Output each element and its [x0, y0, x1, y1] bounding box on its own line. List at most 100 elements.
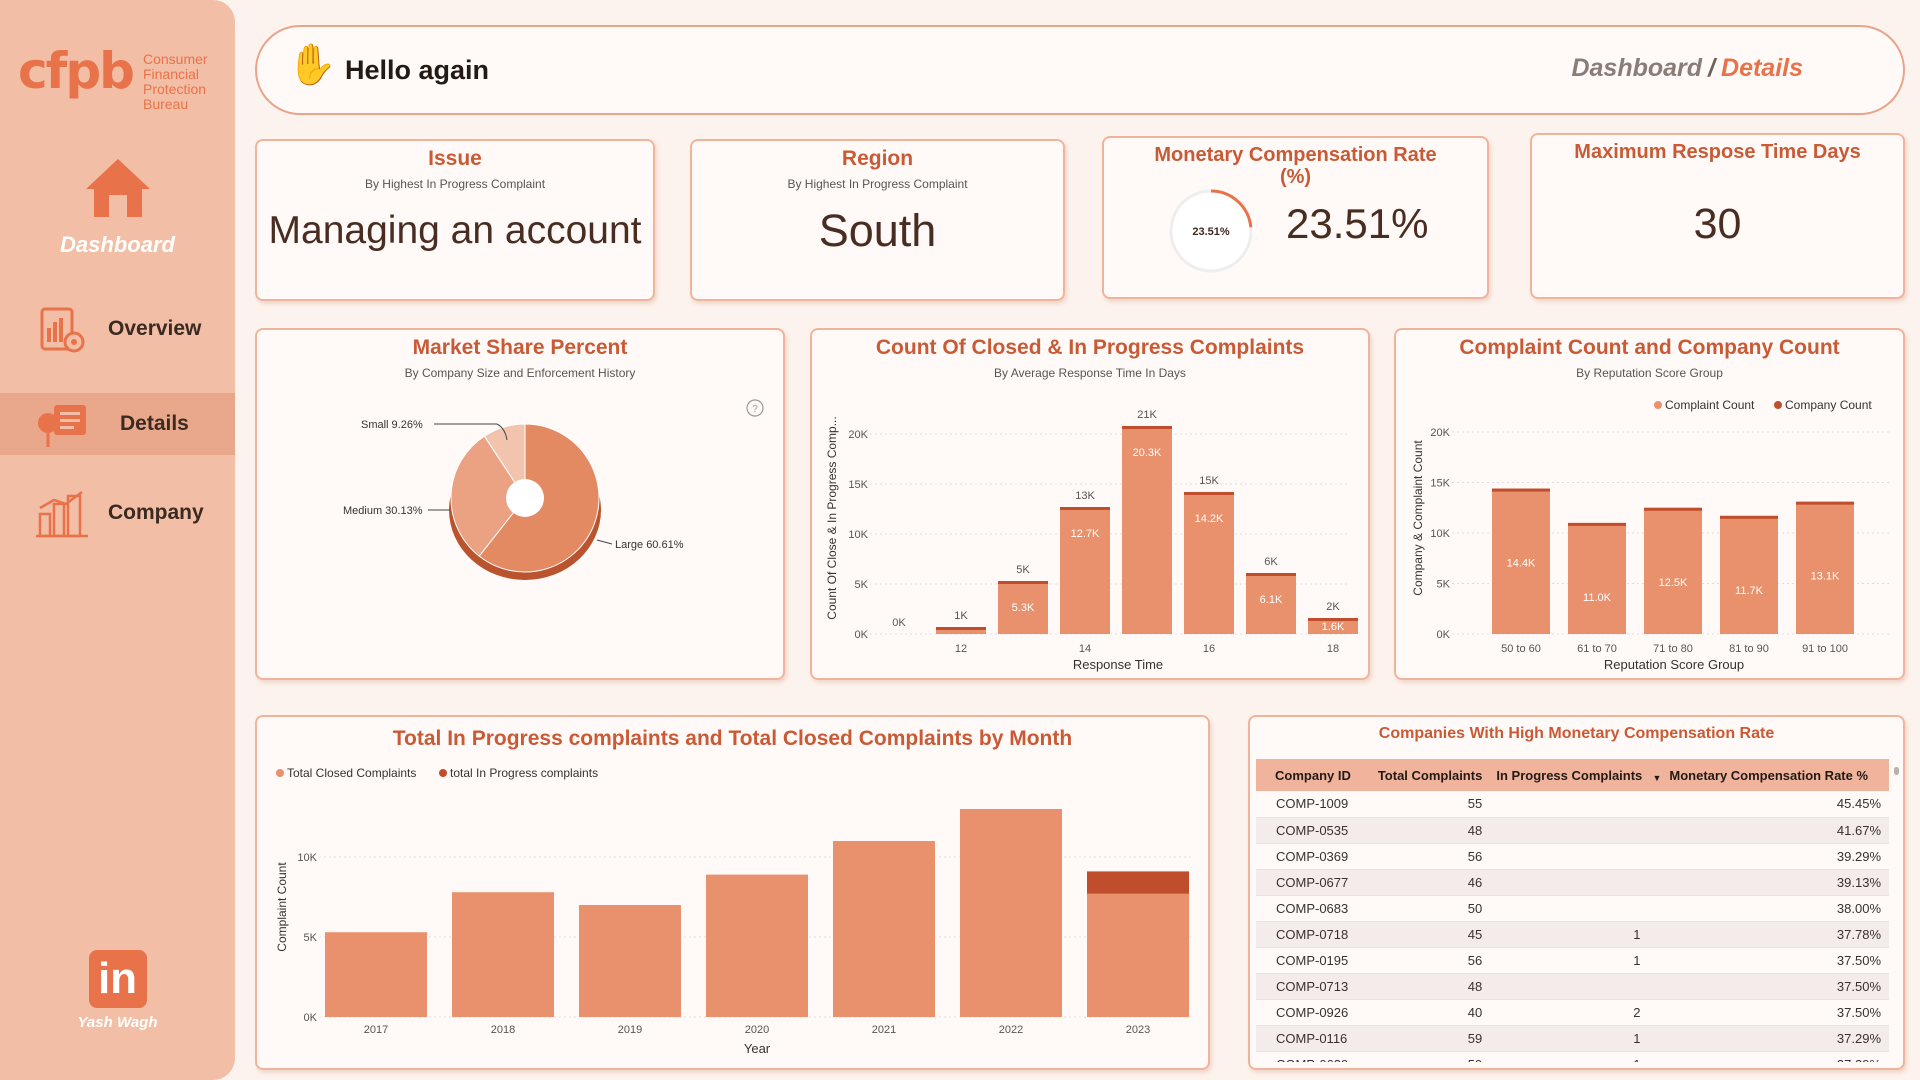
x-tick-label: 2019	[618, 1024, 642, 1036]
y-tick-label: 5K	[1437, 579, 1451, 591]
bar[interactable]	[936, 627, 986, 634]
table-row[interactable]: COMP-0718 45 1 37.78%	[1256, 921, 1889, 948]
column-header[interactable]: In Progress Complaints	[1490, 759, 1649, 791]
table-cell: 1	[1490, 1025, 1649, 1052]
column-header[interactable]: Total Complaints	[1369, 759, 1491, 791]
table-row[interactable]: COMP-0926 40 2 37.50%	[1256, 999, 1889, 1026]
y-tick-label: 5K	[304, 932, 318, 944]
response-time-chart: 0K 5K 10K 15K 20K 0K 1K 5K 5.3K 13K 12.7K 21K 20.3K 1…	[825, 409, 1358, 672]
bar-closed[interactable]	[706, 874, 808, 1017]
nav-item-details[interactable]: Details	[0, 393, 235, 455]
kpi-card-monetary: Monetary Compensation Rate (%) 23.51% 23…	[1102, 136, 1489, 299]
table-cell	[1490, 791, 1649, 818]
table-row[interactable]: COMP-0535 48 41.67%	[1256, 817, 1889, 844]
kpi-card-issue: Issue By Highest In Progress Complaint M…	[255, 139, 655, 301]
bar-closed[interactable]	[960, 809, 1062, 1017]
bar-top	[1184, 492, 1234, 495]
table-row[interactable]: COMP-0369 56 39.29%	[1256, 843, 1889, 870]
table-cell: 50	[1369, 895, 1491, 922]
table-row[interactable]: COMP-0677 46 39.13%	[1256, 869, 1889, 896]
y-tick-label: 0K	[304, 1012, 318, 1024]
bar-closed[interactable]	[325, 932, 427, 1017]
table-cell: 1	[1490, 921, 1649, 948]
breadcrumb: Dashboard / Details	[1571, 54, 1803, 83]
bar-total-label: 21K	[1137, 409, 1157, 421]
bar[interactable]	[1644, 507, 1702, 634]
nav-item-company[interactable]: Company	[0, 482, 235, 544]
bar[interactable]	[1246, 573, 1296, 634]
bar[interactable]	[1568, 522, 1626, 634]
table-scroll-area[interactable]: Company ID Total Complaints In Progress …	[1256, 759, 1889, 1062]
bar[interactable]	[1308, 618, 1358, 634]
table-title: Companies With High Monetary Compensatio…	[1378, 725, 1775, 742]
breadcrumb-root[interactable]: Dashboard	[1571, 54, 1703, 82]
bar-closed[interactable]	[579, 905, 681, 1017]
bar-closed[interactable]	[1087, 893, 1189, 1017]
column-header[interactable]: Company ID	[1256, 759, 1370, 791]
table-row[interactable]: COMP-063959137.29%	[1256, 1051, 1889, 1062]
nav-item-overview[interactable]: Overview	[0, 298, 235, 360]
bar[interactable]	[1060, 507, 1110, 634]
reputation-chart: Complaint Count Company Count 0K 5K 10K 15K…	[1411, 398, 1891, 672]
x-tick-label: 2021	[872, 1024, 896, 1036]
bar-closed[interactable]	[452, 892, 554, 1017]
legend-dot	[439, 769, 447, 777]
table-cell	[1490, 869, 1649, 896]
nav-item-label: Overview	[108, 317, 202, 340]
legend-entry: Total Closed Complaints	[287, 766, 416, 780]
table-cell: 45.45%	[1648, 791, 1889, 818]
bar-value-label: 14.4K	[1507, 558, 1536, 570]
table-cell: COMP-0369	[1256, 843, 1370, 870]
table-cell	[1490, 817, 1649, 844]
compensation-gauge: 23.51%	[1169, 189, 1253, 273]
x-axis-label: Response Time	[1073, 657, 1163, 672]
legend-dot	[276, 769, 284, 777]
x-axis-label: Reputation Score Group	[1604, 657, 1744, 672]
pie-slice-medium[interactable]	[450, 435, 526, 557]
logo-line: Protection	[142, 81, 207, 97]
x-tick-label: 50 to 60	[1501, 643, 1541, 655]
bar[interactable]	[1122, 426, 1172, 634]
nav-item-label: Company	[108, 501, 204, 524]
kpi-value: South	[818, 205, 937, 256]
bar[interactable]	[1492, 488, 1550, 634]
bar-value-label: 1.6K	[1322, 621, 1345, 633]
y-tick-label: 10K	[297, 852, 317, 864]
column-header-sorted[interactable]: ▼ Monetary Compensation Rate %	[1648, 759, 1889, 791]
nav-dashboard[interactable]: Dashboard	[0, 155, 235, 258]
bar-value-label: 20.3K	[1133, 447, 1162, 459]
bar[interactable]	[1796, 501, 1854, 634]
table-row[interactable]: COMP-0116 59 1 37.29%	[1256, 1025, 1889, 1052]
sidebar: cfpb Consumer Financial Protection Burea…	[0, 0, 235, 1080]
pie-hole	[506, 479, 544, 517]
table-row[interactable]: COMP-0195 56 1 37.50%	[1256, 947, 1889, 974]
bar[interactable]	[1720, 515, 1778, 634]
table-cell: 37.50%	[1648, 973, 1889, 1000]
table-cell: 59	[1369, 1051, 1491, 1062]
kpi-card-region: Region By Highest In Progress Complaint …	[690, 139, 1065, 301]
bar-value-label: 14.2K	[1195, 513, 1224, 525]
bar[interactable]	[998, 581, 1048, 634]
y-axis-label: Count Of Close & In Progress Comp...	[825, 416, 839, 619]
table-scrollbar[interactable]	[1894, 767, 1899, 775]
table-cell: 37.29%	[1648, 1025, 1889, 1052]
table-row[interactable]: COMP-0683 50 38.00%	[1256, 895, 1889, 922]
kpi-title: Maximum Respose Time Days	[1574, 141, 1861, 163]
profile-link[interactable]: in Yash Wagh	[0, 950, 235, 1031]
bar[interactable]	[1184, 492, 1234, 634]
bar-value-label: 12.5K	[1659, 577, 1688, 589]
help-icon[interactable]	[746, 399, 764, 417]
bar-total-label: 2K	[1326, 601, 1340, 613]
table-cell: 37.50%	[1648, 947, 1889, 974]
bar-total-label: 0K	[892, 617, 906, 629]
x-tick-label: 2023	[1126, 1024, 1150, 1036]
kpi-value: 30	[1693, 200, 1742, 248]
table-cell: 59	[1369, 1025, 1491, 1052]
bar-closed[interactable]	[833, 841, 935, 1017]
table-row[interactable]: COMP-0713 48 37.50%	[1256, 973, 1889, 1000]
bar-in-progress[interactable]	[1087, 871, 1189, 894]
table-cell: 48	[1369, 817, 1491, 844]
chart-title: Market Share Percent	[412, 336, 628, 359]
bar-top	[936, 627, 986, 630]
table-row[interactable]: COMP-1009 55 45.45%	[1256, 791, 1889, 818]
